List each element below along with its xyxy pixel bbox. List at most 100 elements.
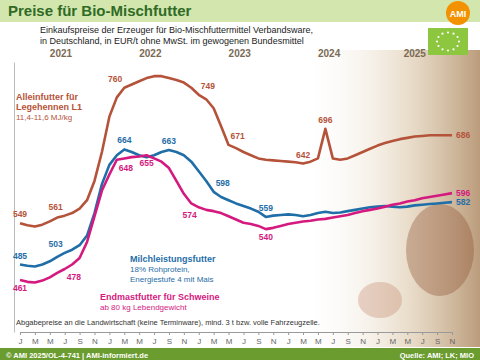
- series-line: [20, 155, 452, 282]
- footer-band: [0, 348, 480, 360]
- eu-organic-star: [437, 45, 439, 47]
- data-label: 664: [117, 135, 131, 145]
- x-tick: J: [153, 332, 157, 346]
- x-tick: J: [242, 332, 246, 346]
- data-label: 663: [162, 136, 176, 146]
- x-tick: M: [226, 332, 233, 346]
- x-tick-label: M: [226, 337, 233, 346]
- x-tick-mark: [407, 332, 408, 335]
- x-tick-label: M: [211, 337, 218, 346]
- x-tick-mark: [35, 332, 36, 335]
- x-tick: S: [256, 332, 261, 346]
- data-label: 642: [296, 150, 310, 160]
- x-tick-label: M: [300, 337, 307, 346]
- x-tick-mark: [50, 332, 51, 335]
- x-tick-mark: [124, 332, 125, 335]
- subtitle: Einkaufspreise der Erzeuger für Bio-Misc…: [40, 25, 313, 35]
- eu-organic-star: [436, 40, 438, 42]
- x-tick: J: [63, 332, 67, 346]
- year-label: 2023: [229, 48, 252, 59]
- x-tick: M: [390, 332, 397, 346]
- x-tick: J: [108, 332, 112, 346]
- series-name: Endmastfutter für Schweine: [100, 292, 220, 302]
- x-tick-label: N: [360, 337, 366, 346]
- subtitle: in Deutschland, in EUR/t ohne MwSt. im g…: [40, 36, 304, 46]
- eu-organic-star: [452, 48, 454, 50]
- photo-hen: [358, 282, 402, 318]
- x-tick: J: [19, 332, 23, 346]
- source: Quelle: AMI; LK; MIO: [400, 351, 474, 360]
- x-tick-label: M: [390, 337, 397, 346]
- series-description: 18% Rohprotein,Energiestufe 4 mit Mais: [130, 265, 214, 284]
- year-label: 2024: [318, 48, 341, 59]
- x-tick-mark: [258, 332, 259, 335]
- x-tick: M: [404, 332, 411, 346]
- x-tick-label: M: [315, 337, 322, 346]
- x-tick: M: [136, 332, 143, 346]
- x-tick-mark: [333, 332, 334, 335]
- x-tick: N: [181, 332, 187, 346]
- year-label: 2022: [139, 48, 162, 59]
- copyright: © AMI 2025/OL-4-741 | AMI-informiert.de: [6, 351, 148, 360]
- x-tick-mark: [20, 332, 21, 335]
- x-tick-mark: [273, 332, 274, 335]
- x-tick-label: J: [153, 337, 157, 346]
- data-label: 582: [456, 197, 470, 207]
- eu-organic-star: [441, 48, 443, 50]
- x-tick-label: M: [121, 337, 128, 346]
- x-tick-mark: [452, 332, 453, 335]
- data-label: 686: [456, 130, 470, 140]
- x-tick: J: [331, 332, 335, 346]
- x-tick-label: S: [77, 337, 82, 346]
- x-tick-mark: [154, 332, 155, 335]
- data-label: 478: [67, 272, 81, 282]
- x-tick-label: S: [256, 337, 261, 346]
- photo-hen: [406, 204, 474, 296]
- x-tick-label: S: [435, 337, 440, 346]
- x-tick: N: [271, 332, 277, 346]
- x-tick-mark: [318, 332, 319, 335]
- x-tick: M: [47, 332, 54, 346]
- x-tick: N: [360, 332, 366, 346]
- data-label: 503: [49, 239, 63, 249]
- eu-organic-star: [458, 40, 460, 42]
- title: Preise für Bio-Mischfutter: [8, 2, 192, 19]
- x-tick-mark: [139, 332, 140, 335]
- year-label: 2025: [404, 48, 427, 59]
- series-name: Milchleistungsfutter: [130, 254, 216, 264]
- x-tick: S: [435, 332, 440, 346]
- eu-organic-star: [441, 33, 443, 35]
- x-tick: J: [287, 332, 291, 346]
- data-label: 598: [216, 178, 230, 188]
- x-tick-mark: [214, 332, 215, 335]
- x-tick-label: J: [197, 337, 201, 346]
- data-label: 671: [231, 131, 245, 141]
- data-label: 559: [259, 203, 273, 213]
- x-tick-mark: [80, 332, 81, 335]
- x-tick: J: [376, 332, 380, 346]
- data-label: 461: [13, 283, 27, 293]
- data-label: 574: [183, 210, 197, 220]
- x-tick-mark: [199, 332, 200, 335]
- x-tick-label: S: [167, 337, 172, 346]
- data-label: 549: [13, 209, 27, 219]
- data-label: 540: [259, 232, 273, 242]
- background: [0, 0, 480, 360]
- data-label: 561: [49, 202, 63, 212]
- eu-organic-star: [447, 31, 449, 33]
- footnote: Abgabepreise an die Landwirtschaft (kein…: [16, 318, 320, 327]
- x-tick: N: [92, 332, 98, 346]
- x-tick-label: M: [136, 337, 143, 346]
- year-label: 2021: [50, 48, 73, 59]
- eu-organic-star: [452, 33, 454, 35]
- x-tick-label: J: [19, 337, 23, 346]
- x-tick: J: [197, 332, 201, 346]
- photo-backdrop: [300, 50, 480, 347]
- x-tick-label: M: [47, 337, 54, 346]
- data-label: 648: [119, 163, 133, 173]
- x-tick-label: J: [242, 337, 246, 346]
- data-labels: 5495617607496716426966864855036646635985…: [13, 74, 471, 293]
- x-tick: M: [315, 332, 322, 346]
- x-tick-mark: [348, 332, 349, 335]
- x-tick: J: [421, 332, 425, 346]
